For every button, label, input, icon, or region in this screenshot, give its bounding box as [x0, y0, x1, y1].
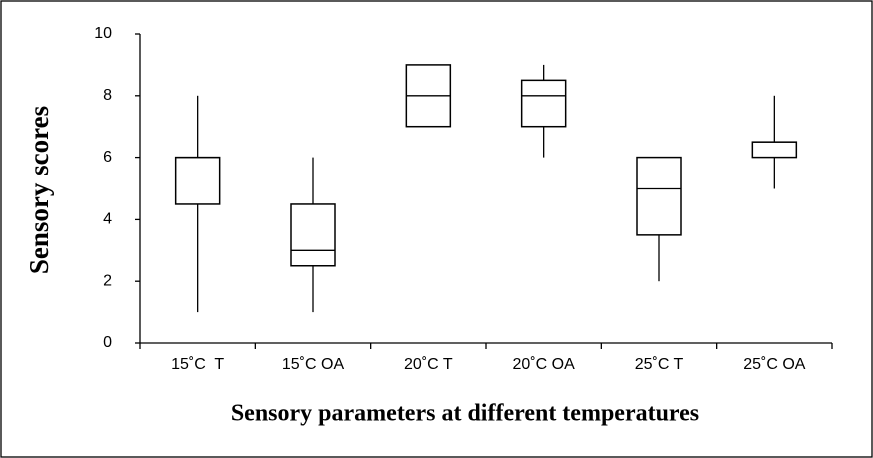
box: [174, 156, 221, 205]
x-tick-label: 15˚C T: [171, 356, 224, 373]
y-tick-label: 0: [103, 334, 112, 351]
x-tick-label: 25˚C OA: [743, 356, 806, 373]
y-tick-label: 4: [103, 211, 112, 228]
y-axis-label: Sensory scores: [24, 106, 54, 274]
y-tick-label: 8: [103, 87, 112, 104]
box: [520, 79, 567, 128]
x-tick-label: 20˚C OA: [513, 356, 576, 373]
x-axis-label: Sensory parameters at different temperat…: [231, 401, 699, 427]
y-tick-label: 2: [103, 272, 112, 289]
x-tick-label: 15˚C OA: [282, 356, 345, 373]
box: [290, 203, 336, 267]
y-tick-label: 6: [103, 149, 112, 166]
x-tick-label: 25˚C T: [635, 356, 684, 373]
box: [751, 141, 798, 159]
x-tick-label: 20˚C T: [404, 356, 453, 373]
y-tick-label: 10: [94, 25, 112, 42]
box: [636, 156, 682, 236]
